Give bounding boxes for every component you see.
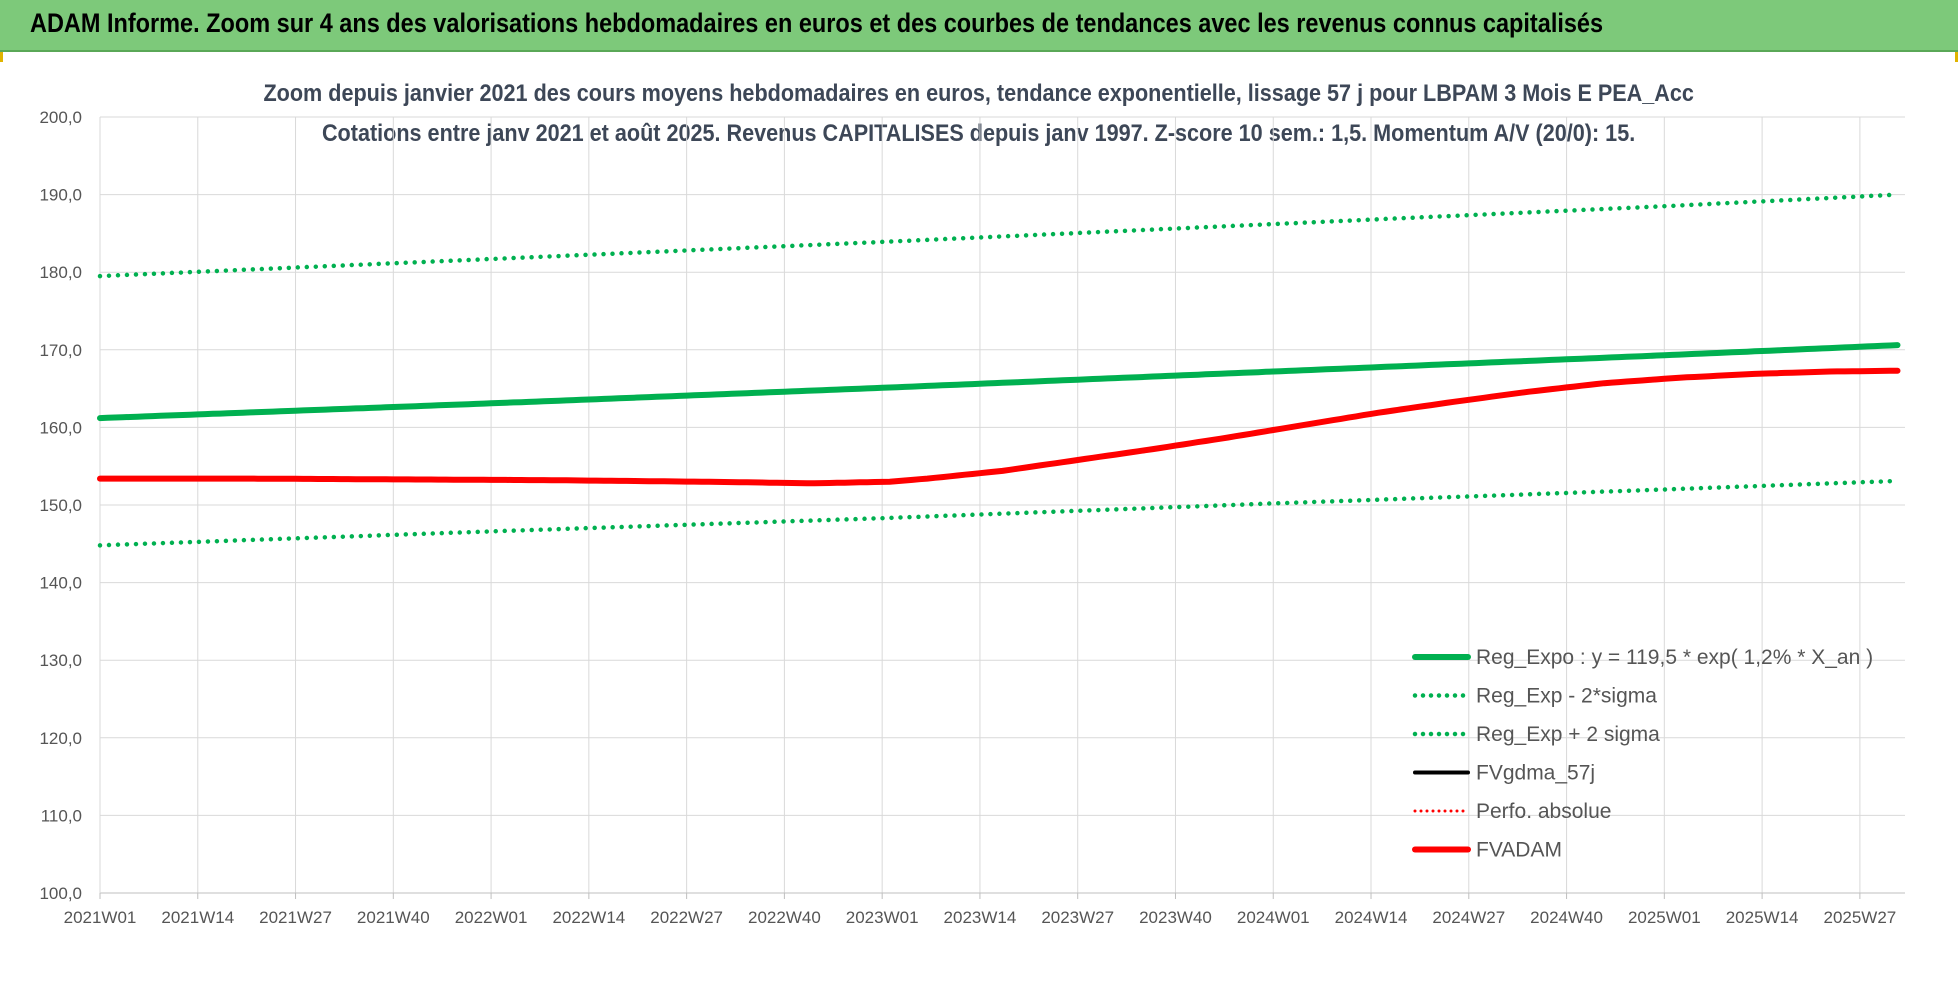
y-tick-label: 190,0: [39, 186, 82, 205]
series-line-1: [97, 478, 1900, 548]
x-tick-label: 2023W14: [944, 908, 1017, 927]
x-tick-label: 2023W40: [1139, 908, 1212, 927]
legend: Reg_Expo : y = 119,5 * exp( 1,2% * X_an …: [1412, 646, 1873, 862]
x-tick-label: 2024W14: [1335, 908, 1408, 927]
legend-label: FVADAM: [1476, 839, 1562, 862]
x-tick-label: 2021W14: [161, 908, 234, 927]
x-tick-label: 2023W01: [846, 908, 919, 927]
legend-label: Reg_Exp + 2 sigma: [1476, 723, 1660, 746]
x-tick-label: 2024W40: [1530, 908, 1603, 927]
x-tick-label: 2024W01: [1237, 908, 1310, 927]
banner: ADAM Informe. Zoom sur 4 ans des valoris…: [0, 0, 1958, 52]
y-tick-label: 110,0: [41, 806, 82, 825]
y-tick-label: 120,0: [39, 729, 82, 748]
y-tick-label: 100,0: [39, 884, 82, 903]
corner-marker-right: [1955, 52, 1958, 62]
x-tick-label: 2022W40: [748, 908, 821, 927]
x-tick-label: 2021W27: [259, 908, 332, 927]
series-lines: [97, 192, 1901, 548]
x-tick-label: 2022W01: [455, 908, 528, 927]
y-tick-label: 140,0: [39, 574, 82, 593]
legend-label: Reg_Exp - 2*sigma: [1476, 685, 1657, 708]
chart-subtitle: Cotations entre janv 2021 et août 2025. …: [322, 120, 1636, 147]
legend-label: FVgdma_57j: [1476, 762, 1595, 785]
chart-title: Zoom depuis janvier 2021 des cours moyen…: [263, 80, 1695, 107]
x-tick-label: 2023W27: [1041, 908, 1114, 927]
x-tick-label: 2022W14: [552, 908, 625, 927]
x-tick-label: 2025W27: [1823, 908, 1896, 927]
y-tick-label: 200,0: [39, 108, 82, 127]
series-line-0: [97, 342, 1901, 422]
x-tick-label: 2021W01: [64, 908, 137, 927]
y-tick-label: 160,0: [39, 418, 82, 437]
legend-label: Perfo. absolue: [1476, 800, 1611, 823]
x-tick-label: 2024W27: [1432, 908, 1505, 927]
series-line-5: [97, 367, 1901, 487]
x-tick-label: 2021W40: [357, 908, 430, 927]
y-tick-label: 170,0: [39, 341, 82, 360]
banner-title: ADAM Informe. Zoom sur 4 ans des valoris…: [30, 8, 1604, 38]
y-tick-label: 130,0: [39, 651, 82, 670]
gridlines: [99, 116, 1905, 894]
legend-label: Reg_Expo : y = 119,5 * exp( 1,2% * X_an …: [1476, 646, 1873, 669]
x-tick-label: 2022W27: [650, 908, 723, 927]
y-tick-label: 150,0: [39, 496, 82, 515]
corner-marker-left: [0, 52, 3, 62]
x-tick-label: 2025W14: [1726, 908, 1799, 927]
x-tick-label: 2025W01: [1628, 908, 1701, 927]
axes: 100,0 110,0 120,0 130,0 140,0 150,0 160,0 170,0…: [39, 108, 1905, 927]
series-line-2: [97, 192, 1900, 279]
y-tick-label: 180,0: [39, 263, 82, 282]
